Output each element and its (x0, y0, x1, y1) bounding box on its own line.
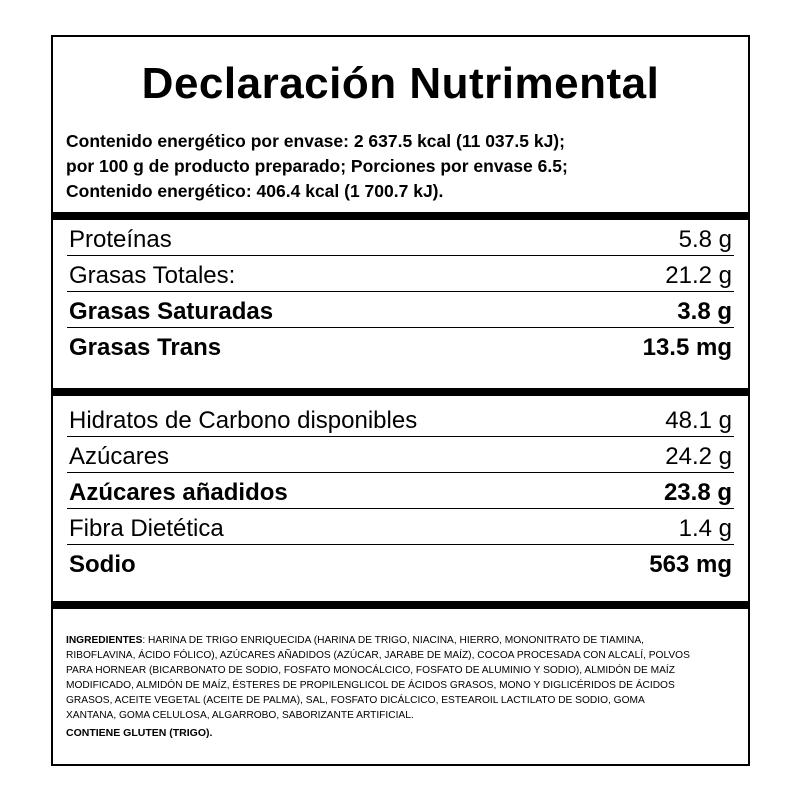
divider-thick (53, 388, 748, 396)
divider-thick (53, 212, 748, 220)
nutrient-row: Hidratos de Carbono disponibles 48.1 g (67, 401, 734, 437)
nutrient-name: Azúcares añadidos (69, 479, 288, 506)
nutrient-name: Sodio (69, 551, 136, 578)
ingredients-line: XANTANA, GOMA CELULOSA, ALGARROBO, SABOR… (66, 709, 414, 721)
ingredients-line: RIBOFLAVINA, ÁCIDO FÓLICO), AZÚCARES AÑA… (66, 649, 690, 661)
nutrition-label: Declaración Nutrimental Contenido energé… (51, 35, 750, 766)
nutrient-value: 48.1 g (665, 407, 732, 434)
nutrient-name: Grasas Totales: (69, 262, 236, 289)
nutrient-row: Azúcares añadidos 23.8 g (67, 473, 734, 509)
energy-line: por 100 g de producto preparado; Porcion… (66, 156, 568, 176)
ingredients-line: PARA HORNEAR (BICARBONATO DE SODIO, FOSF… (66, 664, 675, 676)
ingredients-line: : HARINA DE TRIGO ENRIQUECIDA (HARINA DE… (142, 634, 644, 646)
nutrient-value: 13.5 mg (642, 334, 732, 361)
ingredients-line: MODIFICADO, ALMIDÓN DE MAÍZ, ÉSTERES DE … (66, 679, 675, 691)
ingredients-label: INGREDIENTES (66, 634, 143, 646)
nutrient-value: 5.8 g (678, 226, 732, 253)
nutrient-name: Proteínas (69, 226, 172, 253)
ingredients: INGREDIENTES: HARINA DE TRIGO ENRIQUECID… (66, 633, 756, 723)
nutrient-name: Azúcares (69, 443, 170, 470)
allergen-warning: CONTIENE GLUTEN (TRIGO). (66, 727, 213, 739)
nutrient-section-2: Hidratos de Carbono disponibles 48.1 g Azú… (67, 401, 734, 580)
energy-line: Contenido energético por envase: 2 637.5… (66, 131, 565, 151)
ingredients-line: GRASOS, ACEITE VEGETAL (ACEITE DE PALMA)… (66, 694, 645, 706)
nutrient-section-1: Proteínas 5.8 g Grasas Totales: 21.2 g Grasa… (67, 220, 734, 363)
nutrient-value: 1.4 g (678, 515, 732, 542)
nutrient-value: 563 mg (649, 551, 732, 578)
nutrient-name: Grasas Trans (69, 334, 222, 361)
nutrient-row: Fibra Dietética 1.4 g (67, 509, 734, 545)
energy-content: Contenido energético por envase: 2 637.5… (66, 129, 568, 204)
nutrient-value: 23.8 g (663, 479, 732, 506)
label-title: Declaración Nutrimental (141, 59, 660, 108)
nutrient-row: Grasas Saturadas 3.8 g (67, 292, 734, 328)
nutrient-value: 21.2 g (665, 262, 732, 289)
nutrient-name: Fibra Dietética (69, 515, 224, 542)
nutrient-row: Grasas Totales: 21.2 g (67, 256, 734, 292)
nutrient-row: Sodio 563 mg (67, 545, 734, 580)
nutrient-row: Proteínas 5.8 g (67, 220, 734, 256)
nutrient-name: Grasas Saturadas (69, 298, 274, 325)
nutrient-value: 3.8 g (677, 298, 732, 325)
nutrient-name: Hidratos de Carbono disponibles (69, 407, 418, 434)
nutrient-value: 24.2 g (665, 443, 732, 470)
nutrient-row: Grasas Trans 13.5 mg (67, 328, 734, 363)
nutrient-row: Azúcares 24.2 g (67, 437, 734, 473)
energy-line: Contenido energético: 406.4 kcal (1 700.… (66, 181, 444, 201)
divider-thick (53, 601, 748, 609)
